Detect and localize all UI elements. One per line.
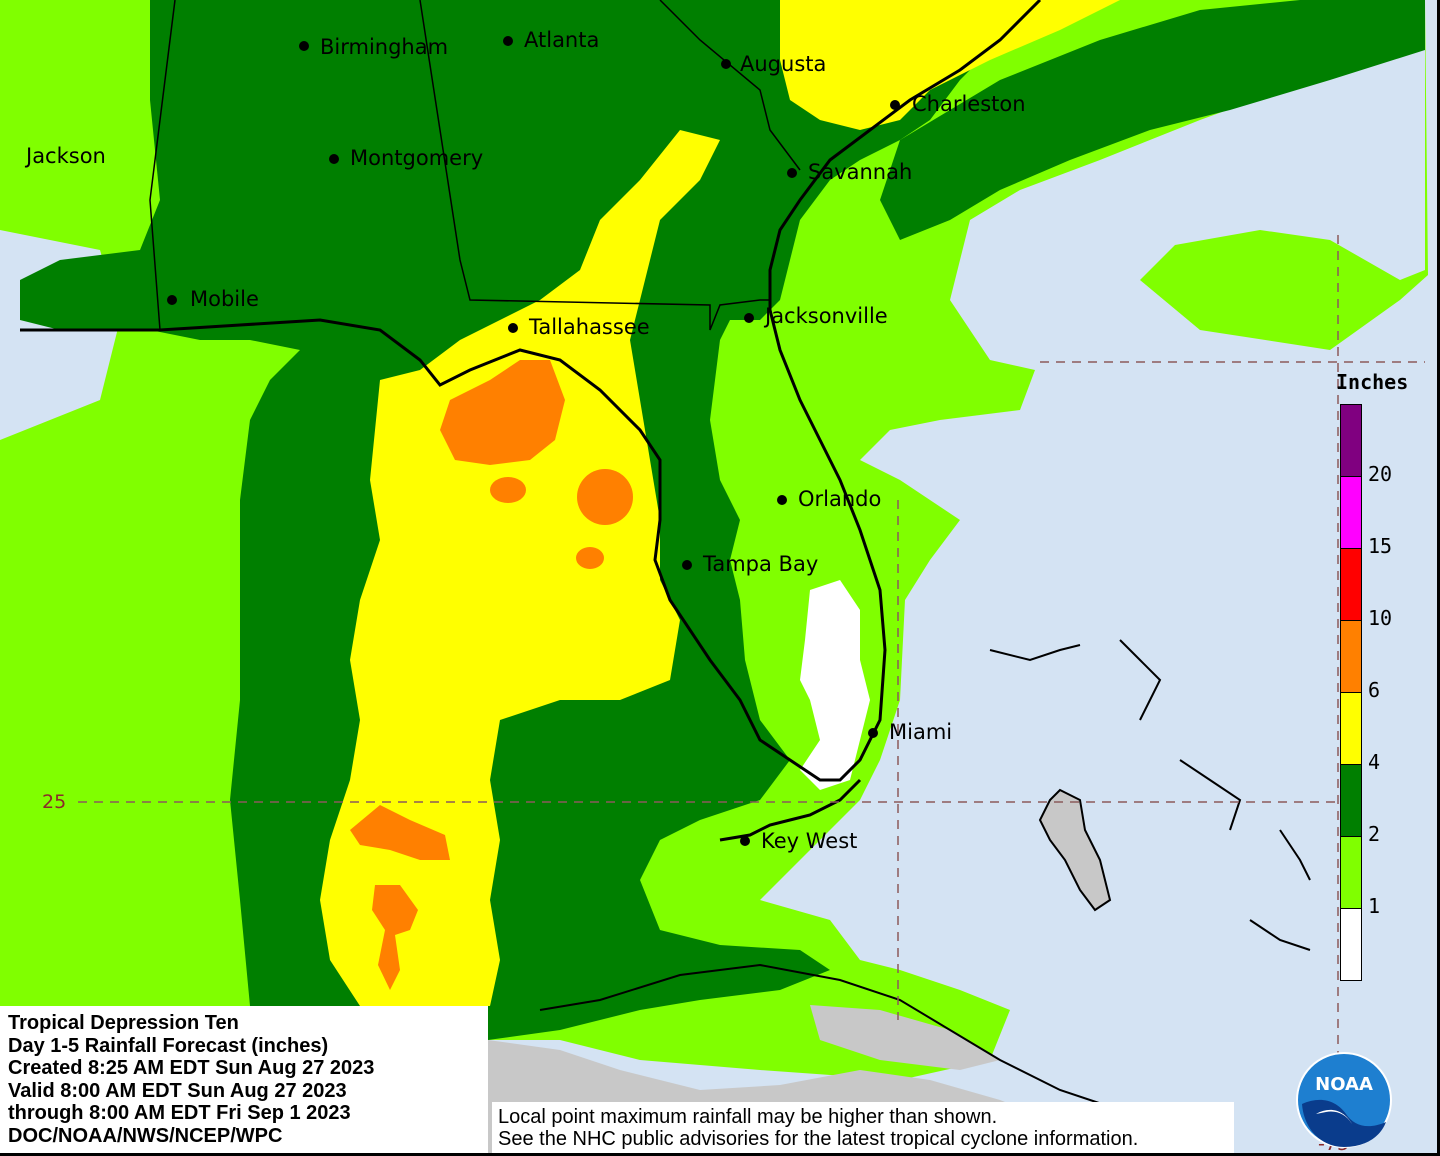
city-key-west: Key West <box>740 829 857 853</box>
rain-area-under-1in <box>800 580 870 790</box>
city-dot <box>167 295 177 305</box>
info-product: Day 1-5 Rainfall Forecast (inches) <box>8 1034 329 1057</box>
land-cuba-east <box>810 1005 1000 1070</box>
rain-area-6-10in-blob-c <box>576 547 604 569</box>
info-title: Tropical Depression Ten <box>8 1012 239 1034</box>
city-augusta: Augusta <box>721 52 826 76</box>
legend-swatch <box>1340 620 1362 693</box>
note-line-2: See the NHC public advisories for the la… <box>498 1128 1139 1150</box>
city-orlando: Orlando <box>777 487 881 511</box>
keys-chain <box>719 778 862 842</box>
city-label: Birmingham <box>320 35 448 59</box>
city-label: Jacksonville <box>763 304 888 328</box>
city-label: Savannah <box>808 160 912 184</box>
city-dot <box>682 560 692 570</box>
bahamas-outline <box>989 639 1311 951</box>
rain-area-6-10in-bigbend <box>440 360 565 465</box>
city-label: Mobile <box>190 287 259 311</box>
legend-tick-label: 6 <box>1368 678 1381 702</box>
city-label: Key West <box>761 829 857 853</box>
city-dot <box>740 836 750 846</box>
rain-area-2-4in-atlantic <box>880 0 1425 240</box>
rain-area-4-6in <box>320 130 720 1006</box>
legend-swatch <box>1340 908 1362 981</box>
note-line-1: Local point maximum rainfall may be high… <box>498 1106 998 1128</box>
legend-swatch <box>1340 548 1362 621</box>
city-dot <box>787 168 797 178</box>
city-birmingham: Birmingham <box>299 35 448 59</box>
legend-swatch <box>1340 404 1362 477</box>
forecast-info-box: Tropical Depression Ten Day 1-5 Rainfall… <box>0 1006 488 1153</box>
cuba-coast <box>539 963 1121 1111</box>
city-miami: Miami <box>868 720 952 744</box>
city-dot <box>299 41 309 51</box>
city-label: Montgomery <box>350 146 483 170</box>
lat-label: 25 <box>42 791 66 813</box>
city-savannah: Savannah <box>787 160 912 184</box>
rainfall-legend: Inches 20 15 10 6 4 2 1 <box>1332 370 1437 990</box>
city-dot <box>744 313 754 323</box>
svg-text:NOAA: NOAA <box>1315 1074 1373 1095</box>
city-label: Orlando <box>798 487 881 511</box>
city-label: Tampa Bay <box>702 552 818 576</box>
city-tallahassee: Tallahassee <box>508 315 650 339</box>
rain-area-6-10in-blob-b <box>490 477 526 503</box>
city-montgomery: Montgomery <box>329 146 483 170</box>
city-tampa-bay: Tampa Bay <box>682 552 818 576</box>
city-mobile: Mobile <box>167 287 259 311</box>
city-dot <box>329 154 339 164</box>
info-valid-from: Valid 8:00 AM EDT Sun Aug 27 2023 <box>8 1079 347 1102</box>
info-created: Created 8:25 AM EDT Sun Aug 27 2023 <box>8 1057 375 1079</box>
legend-title: Inches <box>1336 370 1409 394</box>
city-label: Augusta <box>740 52 826 76</box>
city-dot <box>890 100 900 110</box>
city-dot <box>503 36 513 46</box>
legend-swatch <box>1340 836 1362 909</box>
info-valid-through: through 8:00 AM EDT Fri Sep 1 2023 <box>8 1102 351 1124</box>
city-charleston: Charleston <box>890 92 1026 116</box>
city-label: Atlanta <box>524 28 599 52</box>
rain-area-4-6in-carolinas <box>780 0 1120 130</box>
rain-area-6-10in-blob-a <box>577 469 633 525</box>
legend-tick-label: 2 <box>1368 822 1381 846</box>
city-label: Charleston <box>912 92 1026 116</box>
rain-area-6-10in-gulf-a <box>350 805 450 860</box>
legend-tick-label: 20 <box>1368 462 1393 486</box>
noaa-logo: NOAA <box>1296 1052 1392 1148</box>
legend-swatch <box>1340 764 1362 837</box>
andros-outline <box>1038 788 1112 912</box>
city-dot <box>721 59 731 69</box>
legend-swatch <box>1340 476 1362 549</box>
city-label: Tallahassee <box>528 315 650 339</box>
legend-tick-label: 4 <box>1368 750 1381 774</box>
info-source: DOC/NOAA/NWS/NCEP/WPC <box>8 1124 283 1147</box>
land-andros <box>1040 790 1110 910</box>
rain-area-6-10in-gulf-b <box>372 885 418 990</box>
legend-tick-label: 1 <box>1368 894 1381 918</box>
city-dot <box>868 728 878 738</box>
disclaimer-note: Local point maximum rainfall may be high… <box>492 1102 1234 1153</box>
legend-swatch <box>1340 692 1362 765</box>
state-borders <box>149 0 801 331</box>
city-label: Miami <box>889 720 952 744</box>
legend-tick-label: 15 <box>1368 534 1393 558</box>
city-atlanta: Atlanta <box>503 28 599 52</box>
legend-tick-label: 10 <box>1368 606 1393 630</box>
city-dot <box>777 495 787 505</box>
city-jacksonville: Jacksonville <box>744 304 888 328</box>
city-jackson: Jackson <box>24 144 106 168</box>
city-dot <box>508 323 518 333</box>
coastline <box>20 0 1042 782</box>
city-label: Jackson <box>24 144 106 168</box>
